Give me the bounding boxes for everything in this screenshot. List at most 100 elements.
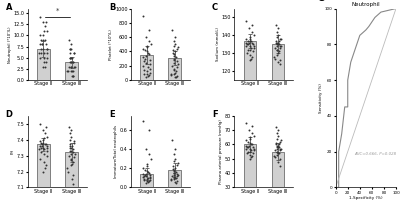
Point xyxy=(143,61,150,65)
Point xyxy=(144,176,151,180)
Point xyxy=(146,28,152,32)
Point xyxy=(68,159,74,162)
Point xyxy=(44,135,51,138)
Point xyxy=(70,69,76,73)
Point xyxy=(250,50,256,53)
Point xyxy=(173,70,179,73)
Point xyxy=(66,56,73,59)
Point xyxy=(277,140,284,143)
Point xyxy=(42,65,48,68)
Point xyxy=(274,144,281,148)
Point xyxy=(42,163,49,167)
Point xyxy=(144,179,150,183)
Point xyxy=(68,47,74,50)
Point xyxy=(144,44,150,47)
Point xyxy=(172,50,178,53)
Point xyxy=(42,132,48,135)
Point xyxy=(246,157,253,161)
Point xyxy=(144,45,150,49)
Point xyxy=(64,69,70,73)
Point xyxy=(40,38,47,42)
Point xyxy=(274,43,280,46)
Point xyxy=(140,167,146,170)
Point xyxy=(171,58,178,62)
Point xyxy=(42,167,48,170)
Point xyxy=(36,52,43,55)
Point xyxy=(246,147,253,151)
Point xyxy=(169,174,175,178)
Point xyxy=(68,162,75,165)
Point xyxy=(247,150,254,153)
Point xyxy=(144,162,150,165)
Point xyxy=(142,173,148,177)
Point xyxy=(70,183,76,186)
Point xyxy=(175,63,181,66)
Point xyxy=(247,136,254,139)
Point xyxy=(145,170,151,174)
Point xyxy=(66,38,72,42)
Point xyxy=(145,74,151,78)
Point xyxy=(250,147,257,151)
Point xyxy=(246,44,253,48)
Point xyxy=(173,181,180,184)
Point xyxy=(44,47,50,50)
Point xyxy=(37,122,43,125)
Point xyxy=(277,148,283,152)
Point xyxy=(174,174,180,178)
Point xyxy=(143,148,149,151)
Point xyxy=(69,144,75,148)
Point xyxy=(248,30,255,33)
Point xyxy=(275,60,281,64)
Point xyxy=(67,132,74,135)
Point xyxy=(170,51,176,55)
Point xyxy=(68,146,74,149)
Point xyxy=(272,126,279,129)
Point xyxy=(144,70,150,73)
Point xyxy=(141,174,148,178)
Point xyxy=(276,151,282,155)
Point xyxy=(172,180,178,183)
Point xyxy=(68,69,75,73)
Point xyxy=(66,65,72,68)
Point xyxy=(270,55,277,59)
Point xyxy=(36,148,43,151)
Point xyxy=(68,60,74,64)
Point xyxy=(171,157,178,161)
Point xyxy=(37,56,44,59)
Point xyxy=(173,179,180,183)
Point xyxy=(148,157,154,161)
Point xyxy=(72,152,78,156)
Point xyxy=(37,16,43,19)
Point xyxy=(70,151,76,154)
Point xyxy=(140,14,146,17)
Point xyxy=(173,76,180,79)
Point xyxy=(247,153,253,156)
Point xyxy=(143,75,150,78)
Point xyxy=(143,174,150,178)
Bar xyxy=(168,170,181,187)
Point xyxy=(43,20,49,24)
Point xyxy=(274,147,280,151)
Point xyxy=(170,152,177,156)
Point xyxy=(246,59,253,62)
Point xyxy=(40,65,46,68)
Point xyxy=(170,170,177,173)
Text: G: G xyxy=(318,0,324,3)
Point xyxy=(274,146,281,149)
Text: F: F xyxy=(212,110,218,119)
Point xyxy=(68,157,74,161)
Point xyxy=(44,56,50,59)
Point xyxy=(140,119,146,122)
Point xyxy=(67,56,74,59)
Point xyxy=(272,148,278,152)
Point xyxy=(40,146,46,149)
Point xyxy=(250,146,256,149)
Point xyxy=(248,57,254,60)
Point xyxy=(144,177,150,181)
Point xyxy=(172,167,178,170)
Point xyxy=(173,74,180,78)
Point xyxy=(68,65,74,68)
Point xyxy=(147,71,153,75)
Point xyxy=(70,60,76,64)
Point xyxy=(243,41,250,44)
